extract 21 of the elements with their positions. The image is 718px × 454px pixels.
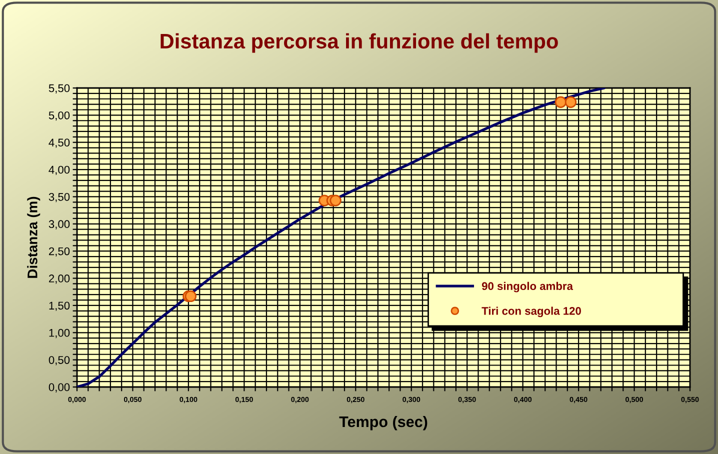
y-axis-title: Distanza (m) xyxy=(27,196,40,278)
point xyxy=(330,194,342,206)
x-axis-title: Tempo (sec) xyxy=(339,416,428,430)
y-tick-label: 3,00 xyxy=(48,220,70,230)
chart-title: Distanza percorsa in funzione del tempo xyxy=(160,33,558,53)
y-tick-label: 5,00 xyxy=(48,111,70,121)
legend-label: 90 singolo ambra xyxy=(482,282,574,292)
y-tick-label: 3,50 xyxy=(48,192,70,202)
y-tick-label: 5,50 xyxy=(48,84,70,94)
y-tick-label: 2,00 xyxy=(48,274,70,284)
y-tick-label: 2,50 xyxy=(48,247,70,257)
y-tick-label: 0,50 xyxy=(48,356,70,366)
legend-label: Tiri con sagola 120 xyxy=(482,306,581,318)
y-tick-label: 4,50 xyxy=(48,138,70,148)
point xyxy=(184,290,197,302)
y-tick-label: 0,00 xyxy=(48,383,70,392)
y-tick-label: 1,00 xyxy=(49,328,70,338)
y-tick-label: 4,00 xyxy=(48,166,70,175)
point xyxy=(554,96,567,108)
point xyxy=(564,96,577,108)
y-tick-label: 1,50 xyxy=(49,302,70,311)
